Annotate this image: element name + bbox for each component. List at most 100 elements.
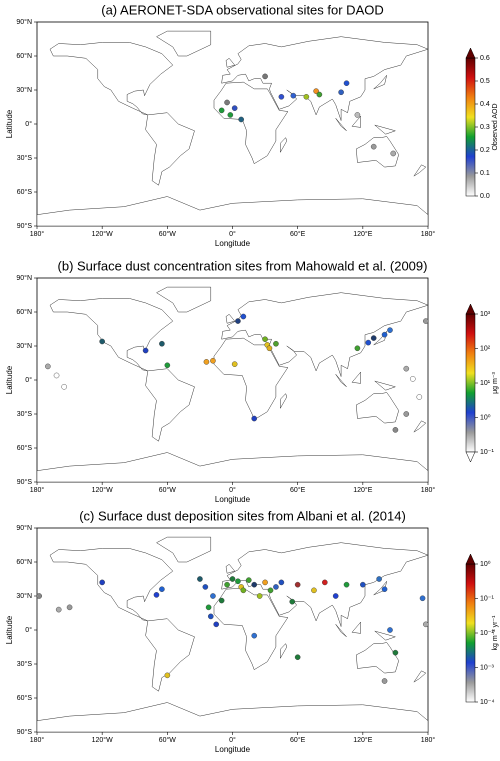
site bbox=[227, 112, 234, 118]
y-axis-label: Latitude bbox=[5, 365, 14, 394]
y-tick-label: 30°S bbox=[17, 410, 33, 418]
x-tick-label: 0° bbox=[229, 486, 236, 494]
y-tick-label: 0° bbox=[25, 120, 32, 128]
site bbox=[53, 372, 60, 379]
site bbox=[387, 327, 393, 333]
x-tick-label: 0° bbox=[229, 230, 236, 238]
site bbox=[392, 427, 399, 433]
land bbox=[155, 286, 212, 313]
site bbox=[231, 105, 238, 111]
y-tick-label: 90°N bbox=[16, 18, 32, 26]
site bbox=[343, 80, 350, 86]
y-tick-label: 90°S bbox=[17, 728, 33, 736]
land bbox=[155, 30, 212, 57]
site bbox=[338, 89, 344, 96]
y-tick-label: 30°S bbox=[17, 154, 33, 162]
x-axis-label: Longitude bbox=[215, 239, 251, 248]
site bbox=[266, 345, 273, 352]
x-tick-label: 180° bbox=[421, 736, 436, 744]
land bbox=[373, 331, 387, 346]
y-tick-label: 0° bbox=[25, 626, 32, 634]
colorbar-tick-label: 0.3 bbox=[480, 124, 490, 131]
colorbar bbox=[465, 313, 476, 453]
y-tick-label: 30°S bbox=[17, 660, 33, 668]
colorbar-tick-label: 0.6 bbox=[480, 55, 490, 62]
land bbox=[49, 42, 174, 116]
land bbox=[225, 563, 236, 574]
land bbox=[335, 118, 347, 131]
site bbox=[376, 576, 382, 582]
land bbox=[373, 75, 387, 90]
site bbox=[238, 116, 244, 123]
site bbox=[256, 593, 263, 599]
colorbar-tick-label: 0.2 bbox=[480, 147, 490, 154]
site bbox=[387, 627, 393, 633]
colorbar-tick-label: 10⁻² bbox=[480, 630, 494, 637]
land bbox=[335, 374, 347, 387]
x-tick-label: 0° bbox=[229, 736, 236, 744]
site bbox=[251, 581, 258, 588]
site bbox=[409, 376, 416, 382]
site bbox=[240, 587, 247, 594]
site bbox=[210, 593, 216, 599]
y-axis-label: Latitude bbox=[5, 615, 14, 644]
x-tick-label: 120°W bbox=[92, 230, 113, 238]
colorbar-label: μg m⁻³ bbox=[492, 371, 499, 393]
land bbox=[221, 36, 429, 121]
land bbox=[374, 380, 397, 391]
land bbox=[280, 393, 288, 410]
colorbar-tick-label: 10³ bbox=[480, 311, 491, 318]
colorbar-tick-label: 10² bbox=[480, 345, 491, 352]
site bbox=[213, 621, 220, 628]
site bbox=[66, 604, 73, 611]
colorbar-tick-label: 10⁰ bbox=[480, 413, 491, 421]
y-axis-label: Latitude bbox=[5, 109, 14, 138]
colorbar-tick-label: 0.5 bbox=[480, 78, 490, 85]
site bbox=[322, 579, 328, 586]
x-tick-label: 120°E bbox=[353, 486, 372, 494]
colorbar bbox=[465, 563, 476, 703]
y-tick-label: 60°S bbox=[17, 188, 33, 196]
site bbox=[205, 604, 212, 611]
x-tick-label: 120°W bbox=[92, 486, 113, 494]
land bbox=[413, 164, 427, 177]
land bbox=[213, 337, 289, 421]
y-tick-label: 60°N bbox=[16, 52, 32, 60]
site bbox=[229, 576, 236, 582]
site bbox=[354, 112, 361, 118]
land bbox=[225, 57, 236, 68]
land bbox=[351, 371, 361, 384]
x-tick-label: 60°W bbox=[159, 736, 177, 744]
y-tick-label: 60°S bbox=[17, 694, 33, 702]
site bbox=[251, 632, 258, 639]
site bbox=[45, 363, 51, 370]
y-tick-label: 30°N bbox=[16, 86, 32, 94]
panel-title: (b) Surface dust concentration sites fro… bbox=[58, 258, 428, 273]
site bbox=[203, 359, 210, 365]
colorbar-extend bbox=[465, 553, 476, 565]
y-tick-label: 60°S bbox=[17, 444, 33, 452]
land bbox=[374, 630, 397, 641]
site bbox=[240, 313, 247, 320]
land bbox=[280, 643, 288, 660]
site bbox=[197, 576, 203, 582]
x-tick-label: 120°E bbox=[353, 230, 372, 238]
site bbox=[381, 331, 388, 338]
site bbox=[159, 340, 165, 347]
land bbox=[335, 624, 347, 637]
site bbox=[218, 107, 225, 114]
x-tick-label: 180° bbox=[30, 486, 45, 494]
y-tick-label: 0° bbox=[25, 376, 32, 384]
y-tick-label: 90°N bbox=[16, 524, 32, 532]
land bbox=[145, 368, 195, 442]
colorbar-extend bbox=[465, 47, 476, 59]
x-tick-label: 60°E bbox=[290, 230, 306, 238]
site bbox=[278, 94, 285, 100]
x-tick-label: 60°W bbox=[159, 230, 177, 238]
panel-title: (a) AERONET-SDA observational sites for … bbox=[101, 2, 383, 17]
site bbox=[423, 318, 429, 324]
site bbox=[311, 587, 317, 594]
site bbox=[403, 365, 410, 372]
site bbox=[224, 581, 230, 588]
